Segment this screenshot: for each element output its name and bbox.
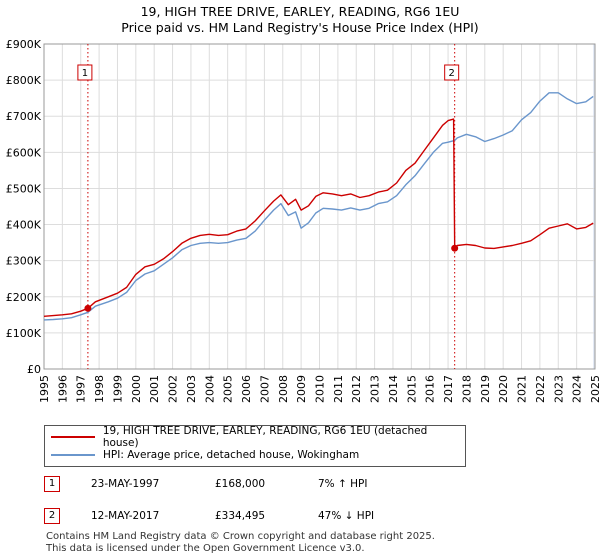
transaction-marker-lines [87,44,456,369]
transaction-hpi-change: 7% ↑ HPI [318,478,368,490]
x-tick-label: 2008 [277,375,290,403]
transaction-price: £168,000 [215,478,266,490]
x-tick-label: 2001 [148,375,161,403]
x-tick-label: 2024 [571,375,584,403]
x-tick-label: 2014 [387,375,400,403]
x-tick-label: 2025 [589,375,600,403]
footer-licence: This data is licensed under the Open Gov… [46,543,365,554]
price-chart: £0 £100K £200K £300K £400K £500K £600K £700K £80… [6,38,600,403]
x-tick-label: 1998 [93,375,106,403]
x-tick-label: 2010 [314,375,327,403]
hpi-series-line [43,92,594,321]
y-tick-label: £400K [6,219,42,232]
forecast-shade [593,44,595,369]
transaction-date: 12-MAY-2017 [91,510,160,522]
legend-item-property: 19, HIGH TREE DRIVE, EARLEY, READING, RG… [51,425,465,449]
property-series-line [43,118,594,317]
x-tick-label: 2009 [295,375,308,403]
plot-frame [43,43,596,370]
data-series [43,92,594,321]
marker-box-1 [77,64,93,81]
footer-copyright: Contains HM Land Registry data © Crown c… [46,531,435,542]
sale-point-1 [84,304,92,312]
marker-label-1: 1 [82,68,88,79]
marker-box-2 [444,64,460,81]
x-tick-label: 2018 [460,375,473,403]
x-tick-label: 2022 [534,375,547,403]
transaction-price: £334,495 [215,510,266,522]
y-tick-label: £500K [6,182,42,195]
x-tick-label: 2000 [130,375,143,403]
axes: £0 £100K £200K £300K £400K £500K £600K £700K £80… [6,38,600,403]
x-tick-label: 2002 [167,375,180,403]
sale-point-2 [451,244,459,252]
x-tick-label: 2016 [424,375,437,403]
x-tick-label: 1999 [111,375,124,403]
x-tick-label: 2004 [203,375,216,403]
x-tick-label: 2006 [240,375,253,403]
chart-subtitle: Price paid vs. HM Land Registry's House … [121,20,479,35]
transaction-number: 1 [44,476,60,492]
y-tick-label: £100K [6,327,42,340]
y-tick-label: £600K [6,146,42,159]
y-tick-label: £300K [6,255,42,268]
hpi-line-swatch [51,454,95,456]
y-tick-label: £0 [27,363,41,376]
y-tick-label: £200K [6,291,42,304]
transaction-number: 2 [44,508,60,524]
y-tick-label: £800K [6,74,42,87]
x-tick-label: 2019 [479,375,492,403]
x-tick-label: 2007 [258,375,271,403]
property-line-swatch [51,436,95,438]
legend-hpi-label: HPI: Average price, detached house, Woki… [103,449,360,461]
grid-lines [43,43,596,370]
x-tick-label: 2020 [497,375,510,403]
x-tick-label: 2012 [350,375,363,403]
x-tick-label: 2005 [222,375,235,403]
y-tick-label: £700K [6,110,42,123]
x-tick-label: 1997 [75,375,88,403]
legend-item-hpi: HPI: Average price, detached house, Woki… [51,447,359,463]
transaction-hpi-change: 47% ↓ HPI [318,510,375,522]
x-tick-label: 1996 [56,375,69,403]
chart-title: 19, HIGH TREE DRIVE, EARLEY, READING, RG… [140,4,460,19]
transaction-date: 23-MAY-1997 [91,478,160,490]
legend: 19, HIGH TREE DRIVE, EARLEY, READING, RG… [44,425,466,467]
x-tick-label: 2003 [185,375,198,403]
legend-property-label: 19, HIGH TREE DRIVE, EARLEY, READING, RG… [102,425,428,449]
x-tick-label: 1995 [38,375,51,403]
y-tick-label: £900K [6,38,42,51]
x-tick-label: 2015 [405,375,418,403]
shaded-regions [593,44,595,369]
x-tick-label: 2013 [369,375,382,403]
x-tick-label: 2017 [442,375,455,403]
x-tick-label: 2023 [552,375,565,403]
x-tick-label: 2011 [332,375,345,403]
x-tick-label: 2021 [516,375,529,403]
marker-label-2: 2 [448,68,454,79]
